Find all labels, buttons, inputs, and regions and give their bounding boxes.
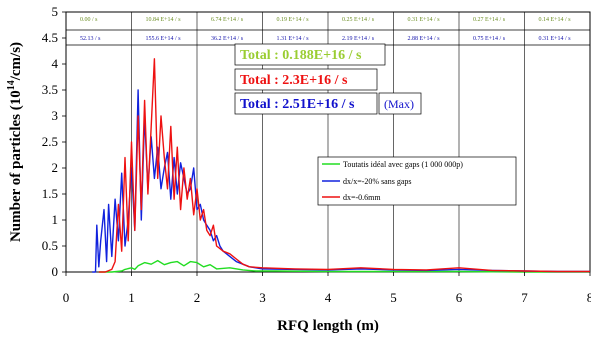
header-value-top: 0.25 E+14 / s [342,17,375,23]
y-tick-label: 4 [52,56,59,71]
y-tick-label: 5 [52,4,59,19]
max-label: (Max) [384,97,414,111]
header-value-bottom: 155.6 E+14 / s [146,36,182,42]
header-value-top: 0.31 E+14 / s [408,17,441,23]
series-line-0 [98,259,590,273]
legend [317,156,517,206]
x-tick-label: 2 [194,290,201,305]
total-red-box [234,68,378,91]
series-line-2 [98,58,590,273]
y-tick-label: 2.5 [42,134,58,149]
x-tick-label: 1 [128,290,135,305]
header-value-bottom: 52.13 / s [80,36,101,42]
header-values: 0.00 / s 10.84 E+14 / s 6.74 E+14 / s 0.19 … [80,17,571,42]
y-tick-label: 0 [52,264,59,279]
x-tick-label: 8 [587,290,591,305]
legend-label-green: Toutatis idéal avec gaps (1 000 000p) [343,160,463,169]
total-red: Total : 2.3E+16 / s [240,73,348,88]
total-blue-box [234,92,378,115]
y-axis-label-tail: /cm/s) [8,42,24,81]
y-tick-label: 3.5 [42,82,58,97]
legend-label-blue: dx/x=-20% sans gaps [343,177,412,186]
header-value-top: 0.19 E+14 / s [277,17,310,23]
series-lines [92,58,590,273]
header-value-bottom: 1.31 E+14 / s [277,36,310,42]
x-tick-label: 5 [390,290,397,305]
header-value-top: 0.27 E+14 / s [473,17,506,23]
y-tick-label: 1.5 [42,186,58,201]
y-tick-label: 4.5 [42,30,58,45]
total-green: Total : 0.188E+16 / s [240,48,362,63]
y-tick-label: 3 [52,108,59,123]
y-axis-label-main: Number of particles (10 [8,90,24,242]
y-axis-label: Number of particles (1014/cm/s) [6,42,24,242]
total-green-box [234,43,386,66]
header-value-bottom: 36.2 E+14 / s [211,36,244,42]
x-tick-label: 7 [521,290,528,305]
header-value-bottom: 2.19 E+14 / s [342,36,375,42]
x-tick-label: 3 [259,290,266,305]
tick-labels: 0 1 2 3 4 5 6 7 8 0 0.5 1 1.5 2 2.5 3 3.5 4 4.5 5 [42,4,591,305]
header-value-bottom: 2.88 E+14 / s [408,36,441,42]
header-value-bottom: 0.31 E+14 / s [539,36,572,42]
header-value-top: 0.14 E+14 / s [539,17,572,23]
header-value-top: 6.74 E+14 / s [211,17,244,23]
y-tick-label: 2 [52,160,59,175]
header-value-top: 10.84 E+14 / s [146,17,182,23]
total-blue: Total : 2.51E+16 / s [240,97,355,112]
x-tick-label: 4 [325,290,332,305]
x-tick-label: 6 [456,290,463,305]
header-value-top: 0.00 / s [80,17,98,23]
x-tick-label: 0 [63,290,70,305]
legend-label-red: dx=-0.6mm [343,193,381,202]
y-tick-label: 0.5 [42,238,58,253]
max-label-box [378,92,422,115]
header-value-bottom: 0.75 E+14 / s [473,36,506,42]
y-axis-label-exponent: 14 [6,80,17,90]
x-axis-label: RFQ length (m) [277,318,379,334]
y-tick-label: 1 [52,212,59,227]
